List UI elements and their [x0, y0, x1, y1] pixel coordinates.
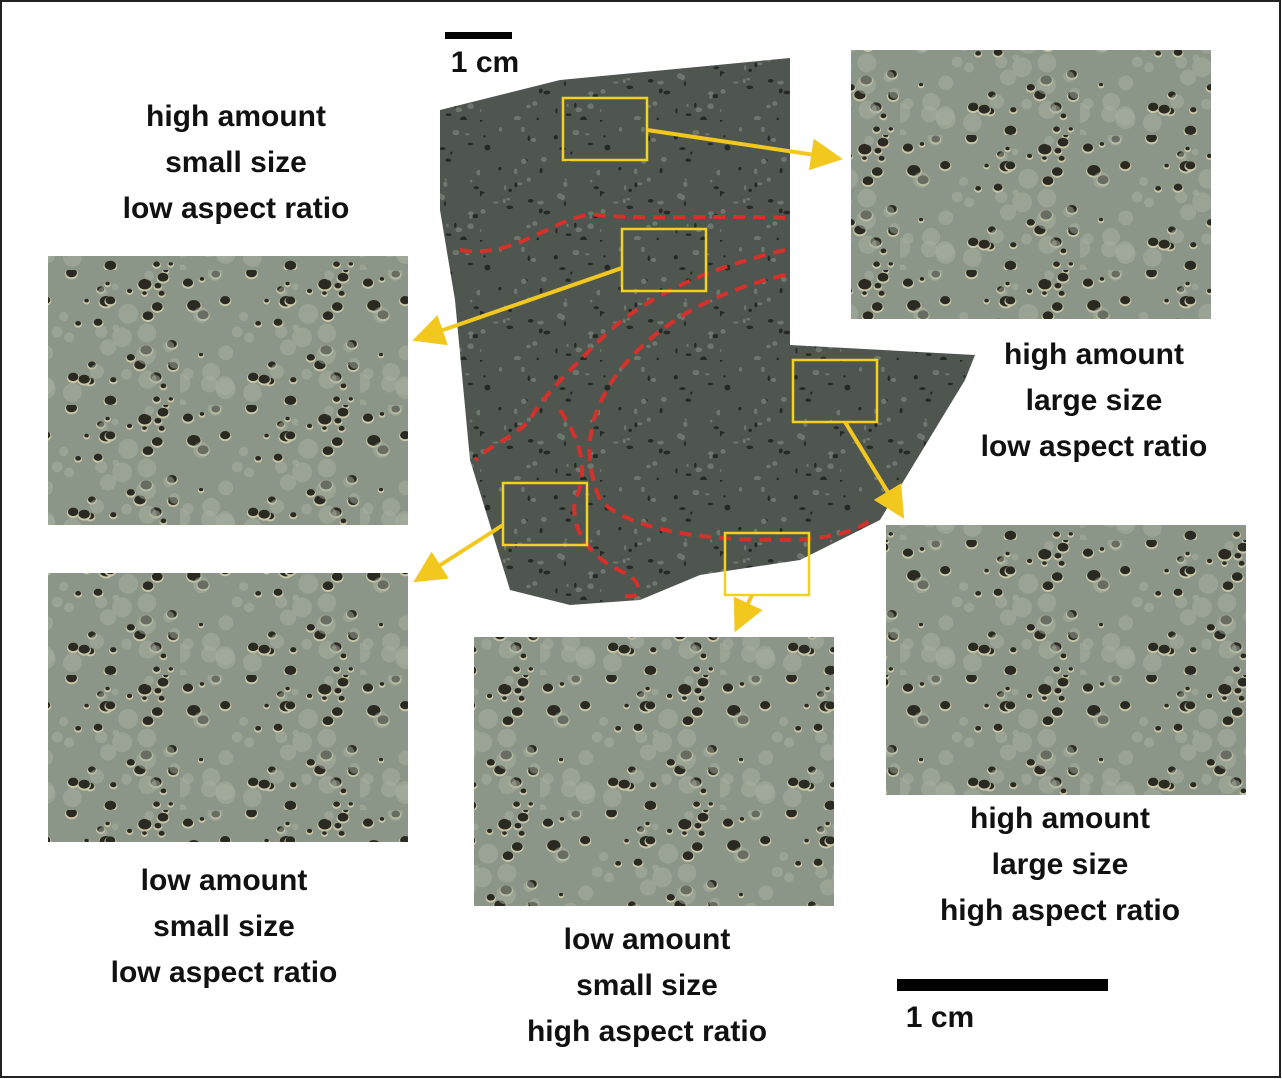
- panel-label: high aspect ratio: [527, 1015, 767, 1048]
- panel-label: small size: [153, 910, 295, 943]
- panel-label: high amount: [970, 802, 1150, 835]
- panel-label: high amount: [1004, 338, 1184, 371]
- figure: 1 cm 1 cm high amount small size low aspec…: [0, 0, 1282, 1079]
- scale-label: 1 cm: [906, 1001, 974, 1034]
- panel-label: low amount: [564, 923, 731, 956]
- page: {"scale_bars": ["1 cm", "1 cm"], "panels…: [0, 0, 1282, 1079]
- scale-bar: [897, 979, 1108, 991]
- panel-label: large size: [992, 848, 1129, 881]
- scale-label: 1 cm: [451, 46, 519, 79]
- panel-label: low aspect ratio: [111, 956, 338, 989]
- panel-label: small size: [576, 969, 718, 1002]
- panel-label: high amount: [146, 100, 326, 133]
- panel-label: small size: [165, 146, 307, 179]
- scale-bar: [445, 32, 512, 39]
- panel-label: large size: [1026, 384, 1163, 417]
- panel-label: low aspect ratio: [123, 192, 350, 225]
- panel-label: low aspect ratio: [981, 430, 1208, 463]
- panel-label: low amount: [141, 864, 308, 897]
- panel-label: high aspect ratio: [940, 894, 1180, 927]
